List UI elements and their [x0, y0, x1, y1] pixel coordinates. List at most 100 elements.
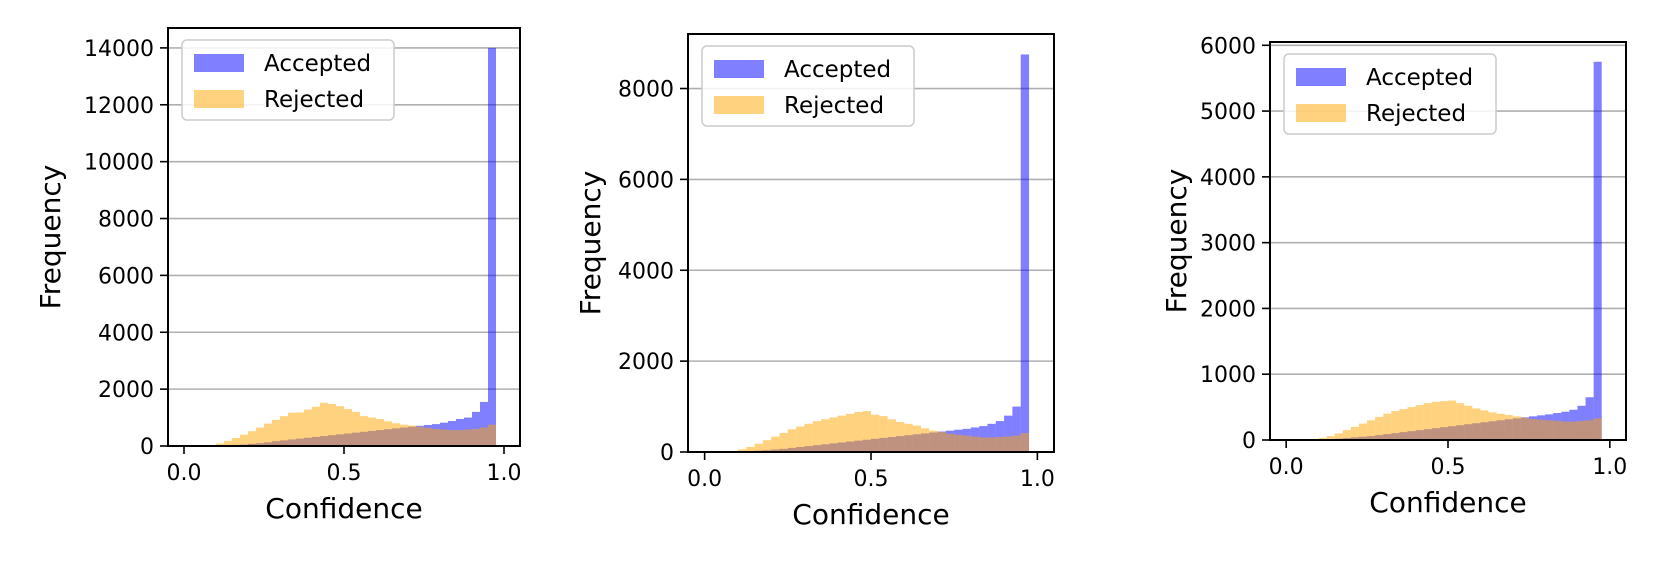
subplot-2-bar-rejected-21: [879, 416, 888, 452]
subplot-3-bar-rejected-23: [1472, 408, 1481, 440]
subplot-2-bar-rejected-30: [954, 434, 963, 452]
subplot-2-bar-rejected-31: [962, 435, 971, 452]
subplot-2-bar-rejected-10: [787, 429, 797, 452]
subplot-2-bar-rejected-19: [862, 411, 871, 452]
subplot-3-bar-rejected-24: [1480, 410, 1489, 440]
subplot-1-bar-rejected-34: [456, 430, 464, 446]
subplot-2-ytick-label-4: 8000: [618, 78, 674, 103]
subplot-3-bar-rejected-25: [1488, 412, 1497, 440]
subplot-1-bar-rejected-28: [408, 425, 416, 446]
subplot-3: 0 1000 2000 3000 4000 5000 6000 0.0 0.5 1.0 Confi…: [1160, 34, 1627, 519]
subplot-3-ytick-label-6: 6000: [1200, 34, 1256, 59]
subplot-1-xtick-label-0: 0.0: [167, 461, 202, 486]
subplot-3-xtick-label-1: 0.5: [1431, 455, 1466, 480]
subplot-3-bar-rejected-18: [1431, 401, 1440, 440]
subplot-3-bar-rejected-13: [1391, 411, 1400, 440]
subplot-1-legend-swatch-rejected: [194, 90, 244, 108]
subplot-2-xtick-label-2: 1.0: [1020, 467, 1055, 492]
subplot-2-bar-rejected-29: [945, 433, 955, 452]
subplot-1-ytick-label-0: 0: [140, 435, 154, 460]
subplot-2-xtick-label-0: 0.0: [687, 467, 722, 492]
subplot-3-ylabel: Frequency: [1160, 169, 1193, 314]
subplot-2-bar-accepted-37: [1012, 406, 1021, 452]
subplot-1-bar-rejected-20: [344, 409, 352, 446]
subplot-3-bar-rejected-33: [1553, 420, 1562, 440]
subplot-2-bar-rejected-38: [1020, 432, 1030, 452]
subplot-2-legend-swatch-rejected: [714, 96, 764, 114]
subplot-2-bar-rejected-34: [987, 437, 996, 452]
subplot-2-bar-rejected-32: [970, 436, 980, 452]
subplot-1-bar-rejected-10: [264, 423, 272, 446]
subplot-1-bar-rejected-32: [440, 429, 448, 446]
subplot-1-bar-rejected-6: [232, 438, 240, 446]
subplot-3-bar-rejected-21: [1456, 403, 1465, 440]
subplot-1-bar-rejected-38: [488, 424, 496, 446]
subplot-2-bars: [729, 54, 1030, 453]
subplot-3-bars: [1310, 61, 1602, 441]
subplot-3-bar-rejected-28: [1512, 416, 1521, 440]
subplot-2: 0 2000 4000 6000 8000 0.0 0.5 1.0 Confidence Fr…: [574, 33, 1055, 531]
subplot-1-bars: [208, 47, 496, 447]
subplot-1-bar-rejected-16: [312, 406, 320, 446]
subplot-3-bar-rejected-32: [1545, 420, 1554, 440]
subplot-2-bar-rejected-18: [854, 412, 863, 452]
subplot-3-legend-swatch-rejected: [1296, 104, 1346, 122]
subplot-2-grid: [688, 87, 1054, 453]
subplot-2-ytick-label-0: 0: [660, 441, 674, 466]
subplot-3-legend-swatch-accepted: [1296, 68, 1346, 86]
subplot-1-ytick-label-3: 6000: [98, 264, 154, 289]
subplot-1-bar-rejected-30: [424, 427, 432, 446]
subplot-3-xtick-label-0: 0.0: [1269, 455, 1304, 480]
subplot-2-bar-rejected-23: [895, 422, 905, 452]
subplot-1-bar-rejected-21: [352, 411, 360, 446]
subplot-2-bar-rejected-25: [912, 425, 921, 452]
subplot-1-bar-rejected-17: [320, 402, 328, 446]
subplot-2-bar-rejected-28: [937, 432, 946, 452]
subplot-1: 0 2000 4000 6000 8000 10000 12000 14000 0.0 0.5 1.…: [34, 27, 522, 525]
subplot-3-bar-rejected-34: [1561, 421, 1570, 440]
subplot-1-bar-rejected-25: [384, 421, 392, 446]
subplot-2-bar-rejected-27: [929, 430, 938, 452]
subplot-2-bar-rejected-4: [737, 449, 747, 452]
subplot-1-bar-rejected-7: [240, 434, 248, 446]
subplot-3-bar-rejected-20: [1448, 400, 1457, 440]
subplot-3-bar-rejected-7: [1342, 430, 1351, 440]
subplot-3-bar-rejected-36: [1577, 420, 1586, 440]
subplot-2-bar-rejected-37: [1012, 435, 1021, 452]
subplot-2-ylabel: Frequency: [574, 171, 607, 316]
subplot-1-bar-rejected-13: [288, 412, 296, 446]
subplot-1-bar-rejected-37: [480, 427, 488, 446]
subplot-3-bar-rejected-27: [1504, 415, 1513, 440]
subplot-3-bar-rejected-30: [1528, 418, 1537, 440]
subplot-3-bar-rejected-8: [1350, 426, 1359, 440]
subplot-1-bar-accepted-38: [488, 47, 496, 447]
subplot-1-bar-rejected-19: [336, 406, 344, 446]
subplot-2-bar-accepted-36: [1004, 415, 1013, 452]
subplot-3-legend-label-accepted: Accepted: [1366, 65, 1473, 91]
subplot-3-ytick-label-0: 0: [1242, 429, 1256, 454]
subplot-3-xtick-label-2: 1.0: [1592, 455, 1627, 480]
subplot-2-bar-rejected-26: [920, 428, 930, 452]
subplot-2-bar-rejected-8: [771, 436, 780, 452]
subplot-2-bar-rejected-9: [779, 432, 788, 452]
subplot-1-xtick-label-1: 0.5: [327, 461, 362, 486]
subplot-2-bar-rejected-6: [754, 443, 763, 452]
subplot-2-bar-rejected-35: [995, 437, 1005, 452]
subplot-3-ytick-label-4: 4000: [1200, 166, 1256, 191]
subplot-2-bar-rejected-16: [837, 415, 847, 452]
subplot-1-ytick-label-6: 12000: [84, 94, 154, 119]
subplot-1-bar-rejected-18: [328, 403, 336, 446]
subplot-1-legend: Accepted Rejected: [181, 39, 395, 121]
subplot-1-legend-label-accepted: Accepted: [264, 51, 371, 77]
subplot-3-bar-rejected-38: [1593, 418, 1602, 440]
subplot-3-ytick-label-3: 3000: [1200, 232, 1256, 257]
subplot-1-xlabel: Confidence: [265, 492, 422, 525]
subplot-1-bar-rejected-31: [432, 428, 440, 446]
subplot-1-ticks: 0 2000 4000 6000 8000 10000 12000 14000 0.0 0.5 1.…: [84, 37, 522, 486]
subplot-2-bar-rejected-5: [746, 447, 755, 452]
subplot-3-legend-label-rejected: Rejected: [1366, 101, 1466, 127]
subplot-3-bar-rejected-22: [1464, 405, 1473, 440]
subplot-3-bar-rejected-10: [1367, 420, 1376, 440]
subplot-1-bar-rejected-33: [448, 430, 456, 446]
